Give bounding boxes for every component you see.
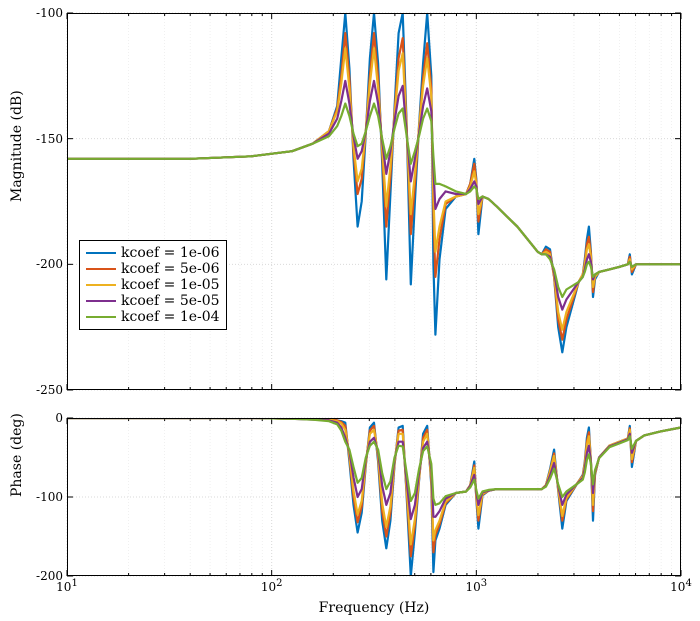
legend-swatch [86, 316, 116, 318]
legend-swatch [86, 252, 116, 254]
xtick-label: 102 [261, 576, 283, 594]
phase-axes: Phase (deg) -200-1000 101102103104 Frequ… [67, 418, 681, 576]
xtick-label: 104 [670, 576, 692, 594]
legend-label: kcoef = 5e-06 [121, 261, 220, 277]
ytick-label: 0 [55, 411, 67, 425]
xtick-label: 101 [56, 576, 78, 594]
legend-entry: kcoef = 1e-04 [86, 309, 220, 325]
legend-entry: kcoef = 5e-06 [86, 261, 220, 277]
legend-entry: kcoef = 5e-05 [86, 293, 220, 309]
legend: kcoef = 1e-06kcoef = 5e-06kcoef = 1e-05k… [79, 240, 227, 330]
legend-entry: kcoef = 1e-06 [86, 245, 220, 261]
magnitude-axes: Magnitude (dB) -250-200-150-100 kcoef = … [67, 13, 681, 390]
ytick-label: -100 [36, 6, 67, 20]
ytick-label: -100 [36, 490, 67, 504]
ytick-label: -200 [36, 257, 67, 271]
ytick-label: -150 [36, 132, 67, 146]
ytick-label: -250 [36, 383, 67, 397]
legend-label: kcoef = 5e-05 [121, 293, 220, 309]
phase-plot-canvas [67, 418, 681, 576]
frequency-xlabel: Frequency (Hz) [319, 600, 430, 616]
legend-swatch [86, 284, 116, 286]
bode-figure: { "layout": { "fig_w": 700, "fig_h": 621… [0, 0, 700, 621]
magnitude-plot-canvas [67, 13, 681, 390]
legend-label: kcoef = 1e-05 [121, 277, 220, 293]
xtick-label: 103 [466, 576, 488, 594]
legend-label: kcoef = 1e-06 [121, 245, 220, 261]
legend-swatch [86, 268, 116, 270]
legend-label: kcoef = 1e-04 [121, 309, 220, 325]
legend-swatch [86, 300, 116, 302]
legend-entry: kcoef = 1e-05 [86, 277, 220, 293]
